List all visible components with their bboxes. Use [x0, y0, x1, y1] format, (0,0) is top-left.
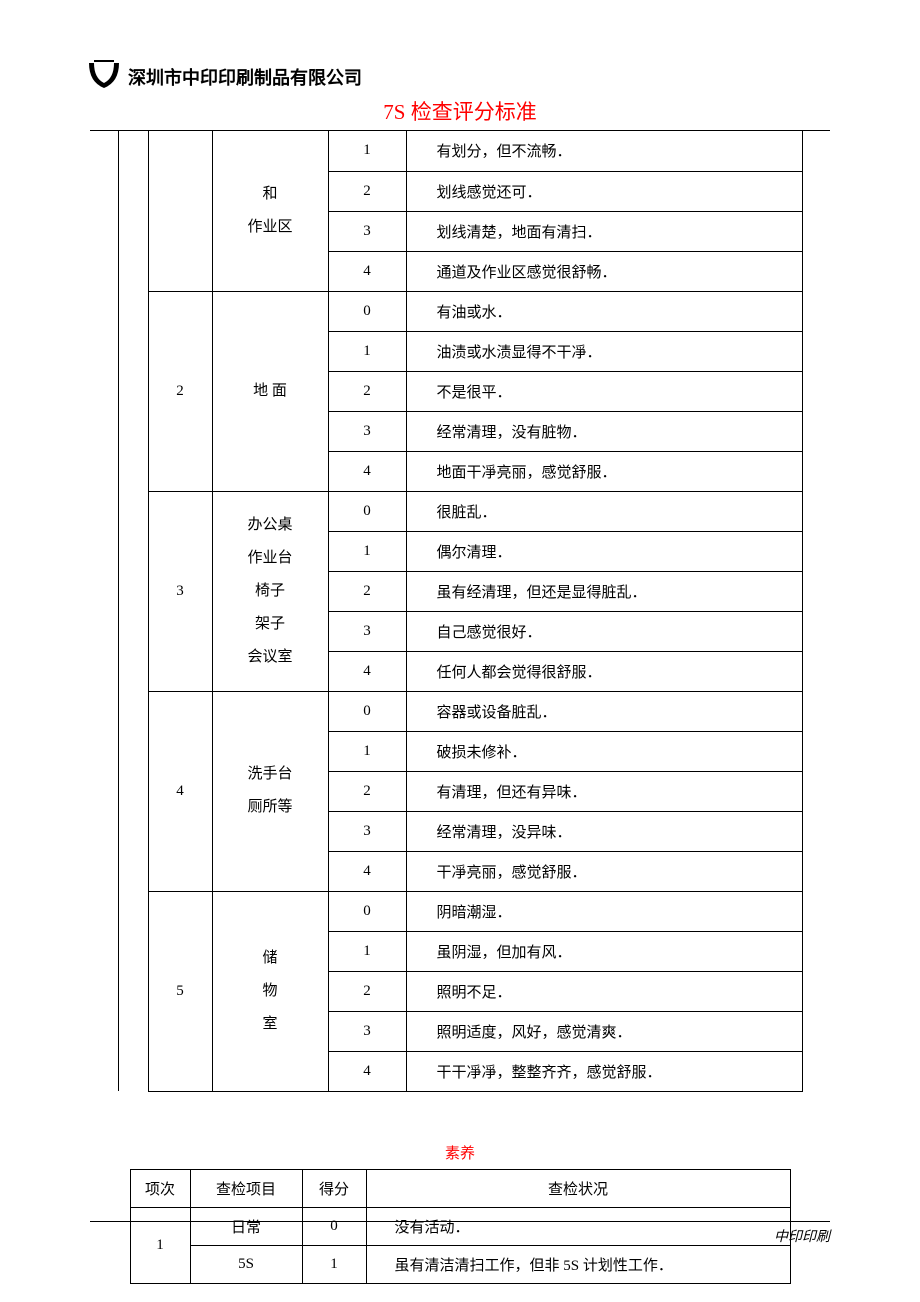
status-cell: 有划分，但不流畅． [406, 131, 802, 171]
footer-text: 中印印刷 [90, 1222, 830, 1246]
status-cell: 地面干凈亮丽，感觉舒服． [406, 451, 802, 491]
score-cell: 4 [328, 1051, 406, 1091]
item-name-cell: 地 面 [212, 291, 328, 491]
status-cell: 偶尔清理． [406, 531, 802, 571]
score-cell: 4 [328, 451, 406, 491]
score-cell: 2 [328, 771, 406, 811]
score-cell: 4 [328, 851, 406, 891]
score-cell: 0 [328, 491, 406, 531]
score-cell: 1 [328, 931, 406, 971]
table-header-row: 项次 查检项目 得分 查检状况 [130, 1169, 790, 1207]
status-cell: 虽阴湿，但加有风． [406, 931, 802, 971]
item-number-cell: 2 [148, 291, 212, 491]
header-status: 查检状况 [366, 1169, 790, 1207]
blank-category-cell [118, 291, 148, 491]
status-cell: 阴暗潮湿． [406, 891, 802, 931]
blank-category-cell [118, 131, 148, 291]
score-cell: 3 [328, 611, 406, 651]
score-cell: 1 [302, 1245, 366, 1283]
status-cell: 容器或设备脏乱． [406, 691, 802, 731]
score-cell: 0 [328, 691, 406, 731]
page-footer: 中印印刷 [90, 1221, 830, 1246]
score-cell: 1 [328, 731, 406, 771]
score-cell: 2 [328, 371, 406, 411]
table-row: 5 储 物 室 0 阴暗潮湿． [118, 891, 802, 931]
item-name-cell: 洗手台 厕所等 [212, 691, 328, 891]
status-cell: 照明适度，风好，感觉清爽． [406, 1011, 802, 1051]
status-cell: 很脏乱． [406, 491, 802, 531]
item-number-cell: 5 [148, 891, 212, 1091]
score-cell: 3 [328, 811, 406, 851]
item-number-cell: 3 [148, 491, 212, 691]
score-cell: 3 [328, 411, 406, 451]
score-cell: 2 [328, 971, 406, 1011]
company-logo-icon [86, 60, 122, 92]
header-item: 查检项目 [190, 1169, 302, 1207]
status-cell: 划线感觉还可． [406, 171, 802, 211]
score-cell: 4 [328, 251, 406, 291]
status-cell: 油渍或水渍显得不干凈． [406, 331, 802, 371]
status-cell: 有清理，但还有异味． [406, 771, 802, 811]
table-row: 3 办公桌 作业台 椅子 架子 会议室 0 很脏乱． [118, 491, 802, 531]
blank-category-cell [118, 891, 148, 1091]
header-num: 项次 [130, 1169, 190, 1207]
status-cell: 虽有经清理，但还是显得脏乱． [406, 571, 802, 611]
status-cell: 自己感觉很好． [406, 611, 802, 651]
item-number-cell [148, 131, 212, 291]
score-cell: 3 [328, 211, 406, 251]
status-cell: 经常清理，没有脏物． [406, 411, 802, 451]
table-row: 2 地 面 0 有油或水． [118, 291, 802, 331]
status-cell: 划线清楚，地面有清扫． [406, 211, 802, 251]
score-cell: 2 [328, 571, 406, 611]
score-cell: 0 [328, 891, 406, 931]
status-cell: 虽有清洁清扫工作，但非 5S 计划性工作． [366, 1245, 790, 1283]
score-cell: 0 [328, 291, 406, 331]
header-score: 得分 [302, 1169, 366, 1207]
status-cell: 不是很平． [406, 371, 802, 411]
status-cell: 破损未修补． [406, 731, 802, 771]
main-scoring-table: 和 作业区 1 有划分，但不流畅． 2 划线感觉还可． 3 划线清楚，地面有清扫… [118, 131, 803, 1092]
blank-category-cell [118, 691, 148, 891]
score-cell: 3 [328, 1011, 406, 1051]
table-row: 4 洗手台 厕所等 0 容器或设备脏乱． [118, 691, 802, 731]
score-cell: 1 [328, 331, 406, 371]
blank-category-cell [118, 491, 148, 691]
document-title: 7S 检查评分标准 [90, 96, 830, 126]
section-title-suyang: 素养 [90, 1142, 830, 1163]
status-cell: 有油或水． [406, 291, 802, 331]
item-name-cell: 5S [190, 1245, 302, 1283]
score-cell: 1 [328, 131, 406, 171]
status-cell: 任何人都会觉得很舒服． [406, 651, 802, 691]
score-cell: 2 [328, 171, 406, 211]
company-name: 深圳市中印印刷制品有限公司 [128, 64, 362, 92]
item-number-cell: 4 [148, 691, 212, 891]
status-cell: 干凈亮丽，感觉舒服． [406, 851, 802, 891]
status-cell: 照明不足． [406, 971, 802, 1011]
score-cell: 4 [328, 651, 406, 691]
table-row: 5S 1 虽有清洁清扫工作，但非 5S 计划性工作． [130, 1245, 790, 1283]
status-cell: 经常清理，没异味． [406, 811, 802, 851]
page-header: 深圳市中印印刷制品有限公司 [86, 60, 830, 92]
item-name-cell: 和 作业区 [212, 131, 328, 291]
table-row: 和 作业区 1 有划分，但不流畅． [118, 131, 802, 171]
score-cell: 1 [328, 531, 406, 571]
status-cell: 干干凈凈，整整齐齐，感觉舒服． [406, 1051, 802, 1091]
status-cell: 通道及作业区感觉很舒畅． [406, 251, 802, 291]
item-name-cell: 储 物 室 [212, 891, 328, 1091]
item-name-cell: 办公桌 作业台 椅子 架子 会议室 [212, 491, 328, 691]
